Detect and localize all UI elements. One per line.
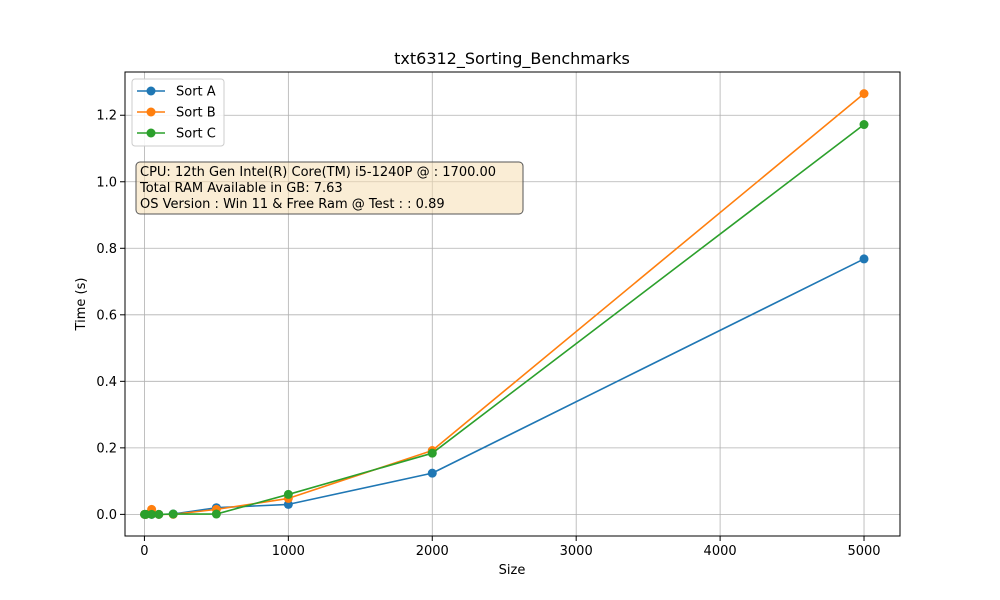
info-box-frame	[135, 161, 524, 215]
y-tick-label: 1.0	[96, 175, 117, 190]
x-tick-label: 4000	[704, 544, 737, 559]
y-axis-title: Time (s)	[74, 278, 89, 332]
x-tick-label: 1000	[272, 544, 305, 559]
x-tick-label: 3000	[560, 544, 593, 559]
info-line: Total RAM Available in GB: 7.63	[139, 181, 343, 196]
data-point	[859, 120, 869, 130]
plot-area	[125, 72, 900, 536]
y-tick-label: 0.0	[96, 508, 117, 523]
y-tick-label: 0.8	[96, 242, 117, 257]
x-tick-label: 0	[140, 544, 148, 559]
info-line: CPU: 12th Gen Intel(R) Core(TM) i5-1240P…	[140, 165, 496, 180]
series-layer	[140, 89, 869, 519]
x-tick-label: 2000	[416, 544, 449, 559]
y-tick-label: 0.2	[96, 441, 117, 456]
data-point	[154, 509, 164, 519]
data-point	[427, 468, 437, 478]
legend-marker	[146, 128, 156, 138]
legend-frame	[131, 78, 225, 147]
data-point	[859, 89, 869, 99]
data-point	[147, 509, 157, 519]
data-point	[859, 254, 869, 264]
data-point	[211, 509, 221, 519]
legend-marker	[146, 86, 156, 96]
legend-label: Sort A	[176, 85, 216, 100]
legend: Sort A Sort B Sort C	[131, 78, 225, 147]
legend-label: Sort C	[176, 127, 216, 142]
data-point	[427, 448, 437, 458]
legend-marker	[146, 107, 156, 117]
y-tick-label: 0.4	[96, 375, 117, 390]
chart-title: txt6312_Sorting_Benchmarks	[394, 49, 630, 69]
data-point	[168, 509, 178, 519]
y-tick-label: 1.2	[96, 109, 117, 124]
x-axis-title: Size	[499, 563, 526, 578]
data-point	[283, 489, 293, 499]
info-line: OS Version : Win 11 & Free Ram @ Test : …	[140, 197, 445, 212]
info-annotation-box: CPU: 12th Gen Intel(R) Core(TM) i5-1240P…	[135, 161, 524, 215]
axis-ticks: 0 1000 2000 3000 4000 5000 0.0 0.2 0.4 0.6 0.8 1.0 1…	[96, 109, 880, 559]
plot-frame	[124, 71, 901, 537]
legend-label: Sort B	[176, 106, 216, 121]
y-tick-label: 0.6	[96, 308, 117, 323]
series-sort-c	[140, 120, 869, 519]
x-tick-label: 5000	[847, 544, 880, 559]
